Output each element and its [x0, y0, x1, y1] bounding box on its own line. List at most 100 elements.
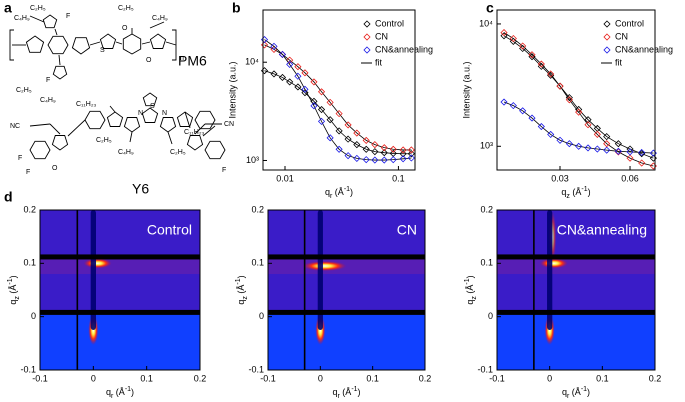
bond — [29, 15, 45, 23]
map-label: Control — [147, 222, 192, 238]
axis-label-part: q — [236, 300, 246, 305]
x-tick-label: 0.03 — [551, 173, 569, 183]
axis-label-part: r — [337, 393, 340, 400]
fit-line — [503, 32, 654, 167]
panel-label: d — [4, 189, 13, 205]
data-point — [294, 72, 302, 80]
map-bottom — [268, 314, 425, 370]
bond — [67, 119, 86, 137]
map-spot — [83, 258, 112, 269]
ring — [186, 135, 204, 151]
y-tick-label: -0.1 — [20, 364, 36, 374]
map-band — [497, 255, 655, 274]
axis-label: qz (Å-1) — [561, 186, 590, 200]
y-tick-label: 0.2 — [251, 204, 264, 214]
legend-marker — [363, 46, 371, 54]
data-point — [500, 98, 508, 106]
atom-label: S — [150, 103, 155, 110]
x-tick-label: 0 — [91, 373, 96, 383]
ring — [141, 107, 159, 123]
legend-label: CN&annealing — [375, 44, 433, 54]
atom-label: CN — [224, 121, 234, 128]
legend-label: fit — [375, 57, 383, 67]
ring — [149, 33, 167, 49]
data-point — [335, 145, 343, 153]
axis-label: qr (Å-1) — [562, 386, 590, 400]
y-tick-label: 0 — [259, 311, 264, 321]
data-point — [286, 60, 294, 68]
ring — [51, 135, 69, 151]
axis-label-part: -1 — [464, 278, 471, 284]
legend-label: CN — [375, 31, 388, 41]
atom-label: C₄H₉ — [40, 97, 56, 104]
axis-label-part: ) — [587, 387, 590, 397]
data-point — [638, 148, 646, 157]
axis-label-part: q — [325, 187, 330, 197]
axis-label-part: -1 — [125, 386, 131, 393]
atom-label: O — [52, 165, 58, 172]
atom-label: C₂H₅ — [170, 149, 186, 156]
data-point — [593, 130, 601, 138]
axis-label-part: ) — [588, 187, 591, 197]
legend-label: CN — [615, 31, 628, 41]
x-tick-label: 0.2 — [649, 373, 662, 383]
panel-label: c — [486, 0, 494, 16]
data-point — [537, 60, 545, 68]
data-point — [362, 136, 370, 144]
axis-label: Intensity (a.u.) — [461, 61, 471, 118]
axis-label-part: r — [567, 393, 570, 400]
panel-label: b — [232, 0, 241, 16]
data-point — [584, 144, 592, 152]
map-label: CN&annealing — [557, 222, 647, 238]
data-point — [584, 116, 592, 124]
axis-label-part: q — [561, 187, 566, 197]
data-point — [371, 141, 379, 149]
axis-label-part: -1 — [581, 186, 587, 193]
data-point — [380, 149, 388, 157]
data-point — [371, 156, 379, 164]
axis-label-part: r — [330, 193, 333, 200]
data-point — [344, 121, 352, 129]
data-point — [301, 85, 309, 93]
x-tick-label: 0.1 — [392, 173, 405, 183]
data-point — [614, 147, 622, 155]
data-point — [407, 146, 415, 154]
data-point — [575, 142, 583, 150]
data-point — [593, 145, 601, 153]
ring — [47, 35, 69, 55]
data-point — [310, 78, 318, 86]
map-spot — [302, 261, 347, 271]
axis-label-part: (Å — [113, 387, 125, 397]
molecule-name: PM6 — [178, 53, 207, 69]
axis-label-part: (Å — [569, 387, 581, 397]
data-point — [371, 148, 379, 156]
data-point — [317, 88, 326, 96]
beam-stop — [547, 210, 553, 330]
legend-label: Control — [615, 18, 644, 28]
bond — [202, 125, 216, 137]
bond — [184, 111, 191, 129]
data-point — [278, 73, 287, 82]
detector-gap — [303, 210, 306, 370]
legend-marker — [603, 46, 611, 54]
data-point — [509, 102, 517, 110]
data-point — [335, 110, 343, 118]
plot-frame — [267, 209, 426, 371]
fit-line — [264, 70, 412, 155]
fit-line — [264, 44, 412, 151]
axis-label-part: ) — [465, 275, 475, 278]
map-bottom — [40, 314, 200, 370]
data-point — [500, 29, 508, 37]
atom-label: O — [146, 57, 152, 64]
atom-label: C₂H₅ — [30, 5, 46, 12]
axis-label-part: ) — [8, 275, 18, 278]
ring — [204, 140, 226, 160]
legend-label: fit — [615, 57, 623, 67]
atom-label: O — [122, 25, 128, 32]
ring — [142, 92, 158, 107]
y-tick-label: -0.1 — [248, 364, 264, 374]
beam-stop — [317, 210, 323, 330]
data-point — [537, 122, 545, 131]
ring — [194, 110, 216, 130]
